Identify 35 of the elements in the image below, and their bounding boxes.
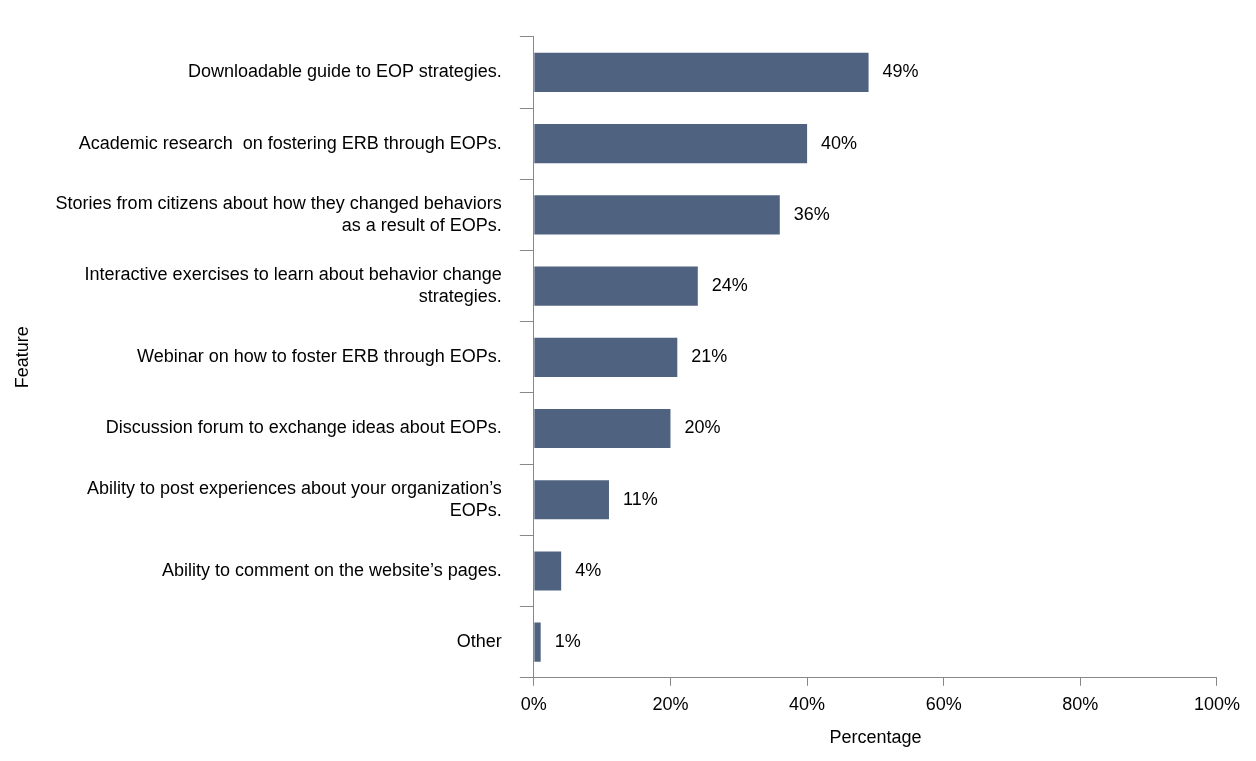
data-label: 36% xyxy=(793,203,830,224)
y-tick-label: Ability to post experiences about your organization’s EOPs. xyxy=(86,477,502,520)
bar xyxy=(534,124,808,164)
x-tick-label: 60% xyxy=(925,693,962,714)
y-tick-label: Stories from citizens about how they changed behaviors as a result of EOPs. xyxy=(55,193,502,235)
bar xyxy=(534,551,562,591)
x-axis-title: Percentage xyxy=(829,727,922,748)
data-label: 21% xyxy=(691,346,728,367)
y-tick-label: Discussion forum to exchange ideas about EOPs. xyxy=(105,417,502,438)
bar xyxy=(534,52,869,92)
bar xyxy=(534,337,678,377)
bar xyxy=(534,195,780,235)
y-tick-label: Downloadable guide to EOP strategies. xyxy=(187,61,502,82)
y-tick-label: Other xyxy=(456,631,502,652)
x-tick-label: 40% xyxy=(789,693,826,714)
data-label: 24% xyxy=(711,275,748,296)
bar xyxy=(534,622,541,662)
data-label: 1% xyxy=(554,631,581,652)
data-label: 40% xyxy=(821,132,858,153)
y-tick-label: Interactive exercises to learn about behavior change strategies. xyxy=(84,264,502,306)
data-label: 4% xyxy=(575,559,602,580)
x-tick-label: 80% xyxy=(1062,693,1099,714)
y-tick-label: Ability to comment on the website’s pages. xyxy=(161,559,502,580)
x-tick-label: 100% xyxy=(1193,693,1240,714)
y-tick-label: Academic research on fostering ERB through EOPs. xyxy=(78,132,502,153)
y-tick-label: Webinar on how to foster ERB through EOPs. xyxy=(136,346,502,367)
bar xyxy=(534,480,609,520)
bar xyxy=(534,266,698,306)
data-label: 49% xyxy=(882,61,919,82)
bar xyxy=(534,408,671,449)
x-tick-label: 20% xyxy=(652,693,689,714)
data-label: 11% xyxy=(622,488,658,509)
data-label: 20% xyxy=(684,417,721,438)
x-tick-label: 0% xyxy=(520,693,547,714)
y-axis-title: Feature xyxy=(11,326,32,389)
